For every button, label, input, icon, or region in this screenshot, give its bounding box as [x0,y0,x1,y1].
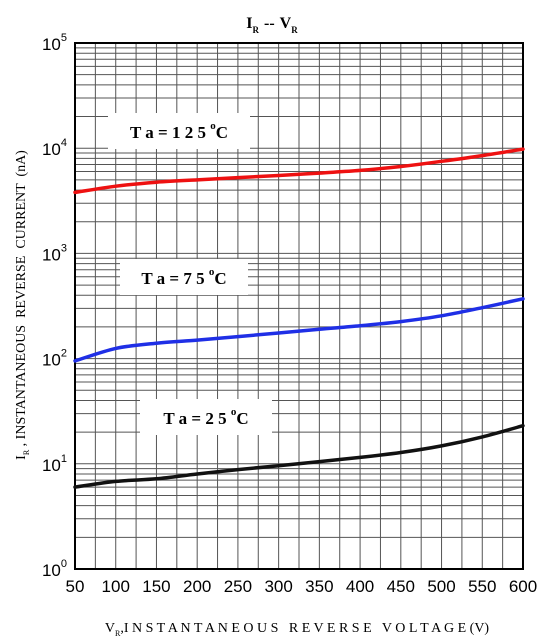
series-label-box [140,399,272,435]
xlabel-main: V [105,621,115,636]
x-tick-label: 300 [264,577,292,596]
y-axis-label: IR , INSTANTANEOUS REVERSE CURRENT (nA) [14,150,31,460]
series-line [73,423,525,489]
series-label: T a = 2 5 oC [163,406,248,428]
y-tick-label: 104 [42,137,67,159]
x-tick-label: 200 [183,577,211,596]
series-label: T a = 1 2 5 oC [130,120,228,142]
title-sub-2: R [291,25,298,35]
plot-frame [74,42,524,570]
chart-title: IR -- VR [246,15,298,35]
series-label-box [108,113,250,149]
series-line [73,147,525,195]
tick-labels: 50 100 150 200 250 300 350 400 450 500 550 60010010… [42,32,537,596]
x-tick-label: 400 [346,577,374,596]
series-layer [73,147,525,489]
y-tick-label: 103 [42,242,67,264]
y-tick-label: 102 [42,348,67,370]
series-label: T a = 7 5 oC [141,266,226,288]
x-tick-label: 450 [387,577,415,596]
x-tick-label: 50 [66,577,85,596]
x-tick-label: 500 [427,577,455,596]
x-tick-label: 100 [102,577,130,596]
x-tick-label: 350 [305,577,333,596]
x-tick-label: 600 [509,577,537,596]
title-main-1: I [246,15,252,32]
x-axis-label: VR,I N S T A N T A N E O U S R E V E R S… [105,621,490,638]
x-tick-label: 150 [142,577,170,596]
title-sub-1: R [253,25,260,35]
xlabel-rest: ,I N S T A N T A N E O U S R E V E R S E… [120,621,489,636]
x-tick-label: 550 [468,577,496,596]
y-tick-label: 105 [42,32,67,54]
ylabel-rest: , INSTANTANEOUS REVERSE CURRENT (nA) [14,150,29,450]
series-label-box [120,259,248,295]
x-tick-label: 250 [224,577,252,596]
y-tick-label: 101 [42,453,67,475]
title-sep: -- [264,15,275,32]
ylabel-sub: R [22,449,31,455]
xlabel-sub: R [115,629,121,638]
y-tick-label: 100 [42,558,67,580]
series-labels: T a = 1 2 5 oC T a = 7 5 oC T a = 2 5 oC [108,113,272,435]
series-line [73,297,525,363]
title-main-2: V [280,15,292,32]
ylabel-main: I [14,455,29,460]
